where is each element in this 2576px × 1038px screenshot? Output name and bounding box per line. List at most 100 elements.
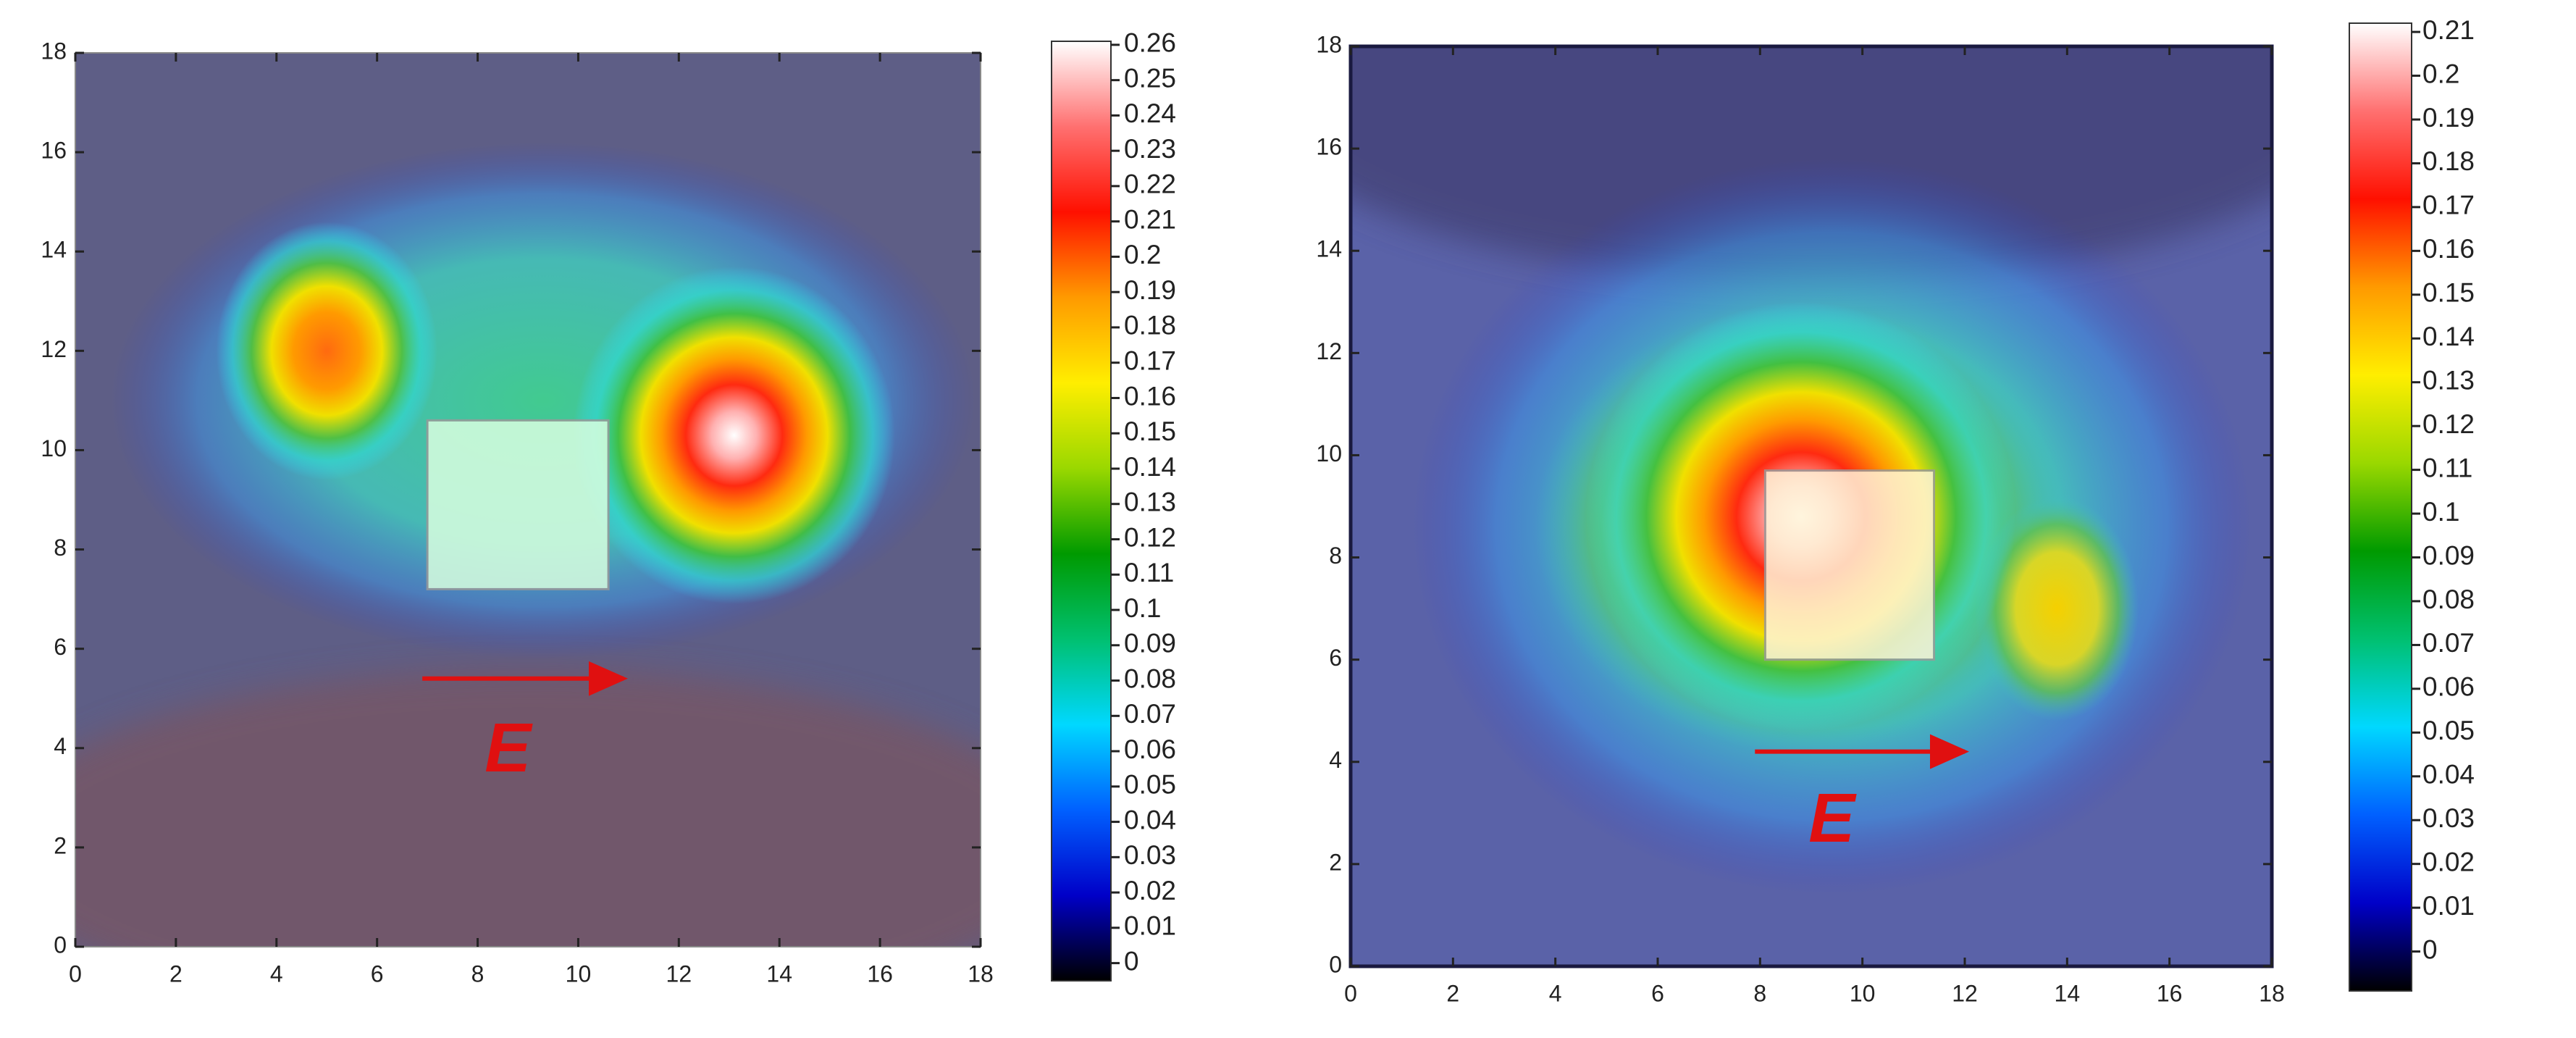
x-tick-label: 12 [666, 960, 692, 987]
x-tick-label: 14 [2055, 980, 2081, 1006]
colorbar-tick-label: 0 [2422, 934, 2438, 964]
heat-region [1975, 495, 2139, 721]
colorbar-tick-label: 0.02 [1124, 876, 1176, 905]
colorbar-tick-label: 0.03 [2422, 803, 2475, 833]
colorbar-tick-label: 0.17 [2422, 191, 2475, 220]
colorbar-tick-label: 0.25 [1124, 63, 1176, 93]
colorbar-tick-label: 0.21 [2422, 15, 2475, 45]
colorbar-tick-label: 0.2 [2422, 59, 2459, 88]
colorbar-tick-label: 0.11 [1124, 558, 1174, 587]
x-tick-label: 0 [1344, 980, 1357, 1006]
colorbar-tick-label: 0.18 [1124, 311, 1176, 340]
y-tick-label: 10 [1316, 440, 1342, 466]
y-tick-label: 14 [41, 237, 67, 263]
y-tick-label: 4 [54, 733, 67, 759]
colorbar-tick-label: 0.19 [1124, 275, 1176, 305]
plot-frame [75, 52, 981, 947]
y-tick-label: 0 [1329, 951, 1342, 977]
heat-region [216, 222, 437, 480]
colorbar-tick-label: 0.13 [2422, 365, 2475, 395]
colorbar-tick-label: 0.24 [1124, 99, 1176, 128]
y-tick-label: 18 [41, 38, 67, 64]
x-tick-label: 18 [2259, 980, 2285, 1006]
y-tick-label: 6 [1329, 645, 1342, 671]
colorbar-tick-label: 0.15 [1124, 417, 1176, 446]
x-tick-label: 0 [69, 960, 82, 987]
x-tick-label: 6 [371, 960, 384, 987]
annotation: E [484, 709, 533, 787]
colorbar-tick-label: 0.1 [2422, 497, 2459, 527]
x-tick-label: 8 [471, 960, 484, 987]
x-tick-label: 4 [270, 960, 283, 987]
colorbar-tick-label: 0.15 [2422, 278, 2475, 308]
y-tick-label: 6 [54, 634, 67, 660]
x-tick-label: 18 [968, 960, 994, 987]
x-tick-label: 16 [2157, 980, 2183, 1006]
colorbar-tick-label: 0.22 [1124, 169, 1176, 199]
x-tick-label: 2 [1446, 980, 1459, 1006]
y-tick-label: 8 [1329, 543, 1342, 569]
y-tick-label: 16 [41, 138, 67, 164]
colorbar-tick-label: 0.11 [2422, 453, 2472, 482]
colorbar-tick-label: 0.18 [2422, 146, 2475, 176]
x-tick-label: 8 [1753, 980, 1766, 1006]
colorbar-tick-label: 0.12 [1124, 522, 1176, 552]
x-tick-label: 16 [867, 960, 893, 987]
y-tick-label: 18 [1316, 31, 1342, 57]
y-tick-label: 2 [54, 832, 67, 858]
colorbar-tick-label: 0.06 [1124, 734, 1176, 764]
x-tick-label: 10 [1850, 980, 1876, 1006]
colorbar-tick-label: 0.05 [1124, 770, 1176, 800]
y-tick-label: 14 [1316, 236, 1342, 262]
y-tick-label: 2 [1329, 849, 1342, 875]
colorbar-tick-label: 0.12 [2422, 409, 2475, 439]
colorbar-tick-label: 0.05 [2422, 716, 2475, 745]
colorbar-tick-label: 0.26 [1124, 28, 1176, 58]
colorbar-tick-label: 0.08 [2422, 585, 2475, 614]
y-tick-label: 10 [41, 435, 67, 461]
colorbar [1051, 41, 1112, 982]
device-panel [426, 419, 610, 590]
colorbar-tick-label: 0.01 [2422, 891, 2475, 921]
colorbar-tick-label: 0.02 [2422, 847, 2475, 876]
colorbar-tick-label: 0.01 [1124, 911, 1176, 941]
plot-frame [1348, 44, 2274, 968]
colorbar-tick-label: 0.16 [2422, 234, 2475, 264]
y-tick-label: 12 [41, 336, 67, 362]
x-tick-label: 10 [566, 960, 592, 987]
heat-region [573, 266, 895, 604]
colorbar-tick-label: 0.16 [1124, 381, 1176, 411]
colorbar-tick-label: 0.08 [1124, 664, 1176, 693]
colorbar-tick-label: 0.07 [1124, 699, 1176, 729]
x-tick-label: 2 [169, 960, 182, 987]
y-tick-label: 0 [54, 932, 67, 958]
colorbar-tick-label: 0.23 [1124, 134, 1176, 164]
colorbar-tick-label: 0.1 [1124, 593, 1161, 623]
colorbar-tick-label: 0.09 [1124, 629, 1176, 658]
y-tick-label: 4 [1329, 747, 1342, 773]
x-tick-label: 4 [1549, 980, 1562, 1006]
colorbar-tick-label: 0.21 [1124, 204, 1176, 234]
colorbar-tick-label: 0.2 [1124, 240, 1161, 269]
heatmap [1351, 46, 2272, 966]
colorbar-tick-label: 0.04 [2422, 760, 2475, 790]
colorbar-tick-label: 0.06 [2422, 672, 2475, 702]
colorbar-tick-label: 0.13 [1124, 487, 1176, 517]
colorbar-tick-label: 0.04 [1124, 805, 1176, 834]
colorbar [2349, 22, 2412, 992]
colorbar-tick-label: 0.14 [2422, 322, 2475, 351]
heatmap [75, 53, 981, 947]
x-tick-label: 14 [766, 960, 792, 987]
colorbar-tick-label: 0.17 [1124, 346, 1176, 375]
annotation: E [1808, 779, 1857, 857]
y-tick-label: 16 [1316, 134, 1342, 160]
device-panel [1763, 469, 1936, 661]
colorbar-tick-label: 0 [1124, 946, 1139, 976]
colorbar-tick-label: 0.14 [1124, 452, 1176, 482]
colorbar-tick-label: 0.19 [2422, 103, 2475, 133]
colorbar-tick-label: 0.09 [2422, 540, 2475, 570]
x-tick-label: 6 [1651, 980, 1664, 1006]
photo-shade [75, 669, 981, 947]
